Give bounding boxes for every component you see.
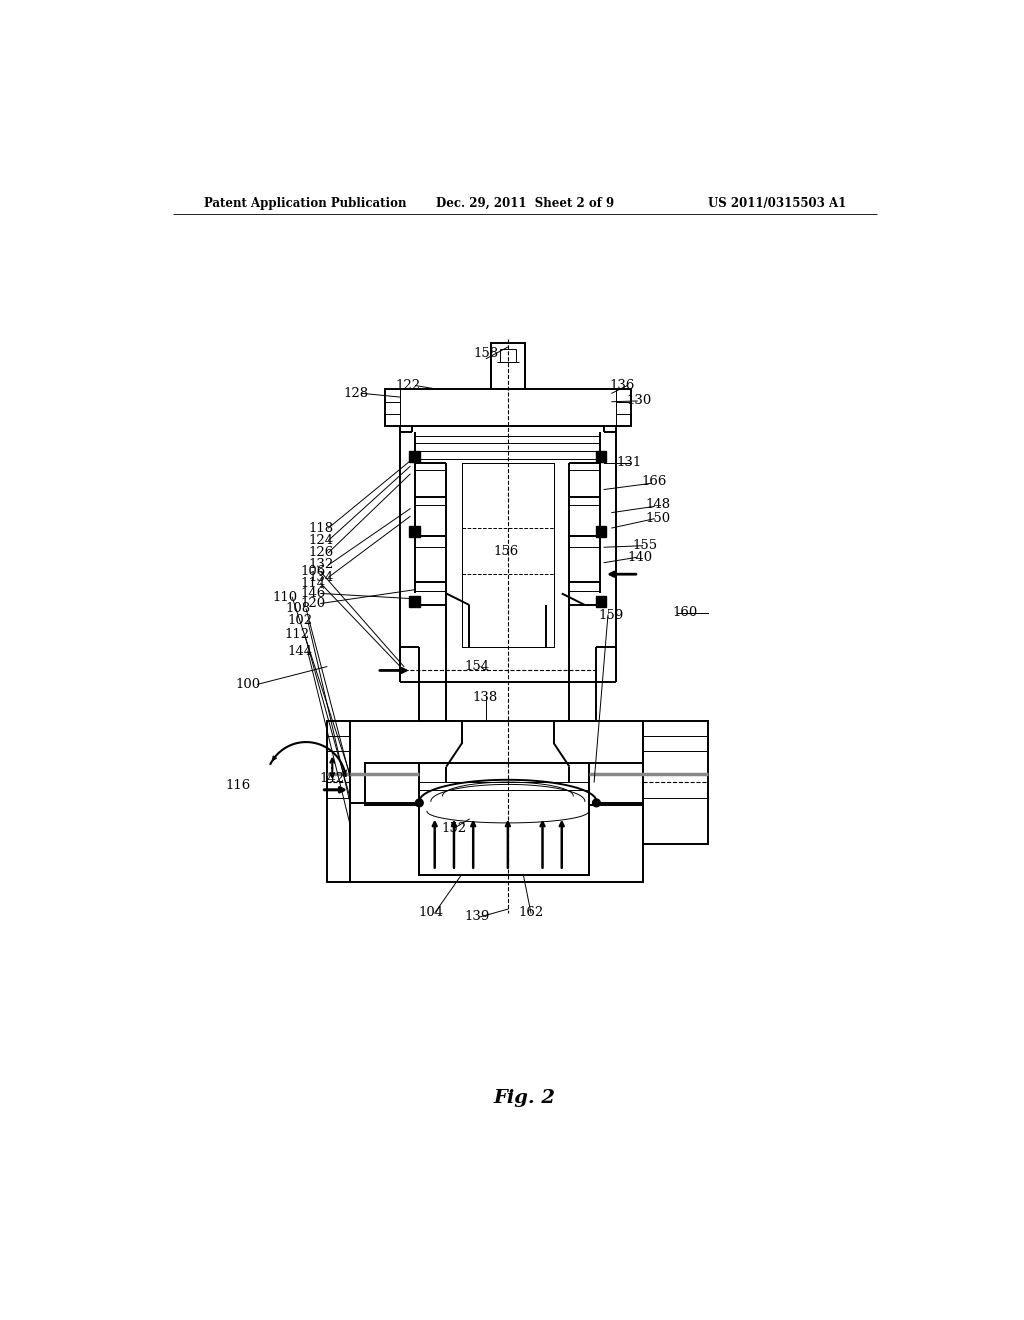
Text: 140: 140	[628, 550, 653, 564]
Bar	[596, 451, 606, 462]
Text: 144: 144	[288, 644, 312, 657]
Bar	[410, 595, 420, 607]
Text: 150: 150	[645, 512, 671, 525]
Text: 132: 132	[308, 558, 334, 572]
Text: 110: 110	[272, 591, 297, 603]
Bar	[462, 462, 554, 647]
Text: 148: 148	[645, 499, 671, 511]
Text: 134: 134	[308, 570, 334, 583]
Text: 104: 104	[418, 907, 443, 920]
Text: 142: 142	[319, 772, 345, 785]
Text: 131: 131	[616, 455, 642, 469]
Text: 108: 108	[286, 602, 311, 615]
Text: 136: 136	[609, 379, 635, 392]
Text: 138: 138	[472, 690, 498, 704]
Bar	[500, 350, 515, 362]
Text: Dec. 29, 2011  Sheet 2 of 9: Dec. 29, 2011 Sheet 2 of 9	[436, 197, 613, 210]
Circle shape	[593, 799, 600, 807]
Text: 139: 139	[464, 911, 489, 924]
Bar	[327, 721, 643, 882]
Bar	[366, 763, 419, 805]
Text: 100: 100	[236, 677, 260, 690]
Text: 130: 130	[626, 395, 651, 408]
Text: 116: 116	[225, 779, 251, 792]
Text: 102: 102	[288, 614, 312, 627]
Text: 126: 126	[308, 546, 334, 560]
Text: 156: 156	[494, 545, 519, 557]
Text: 152: 152	[441, 822, 467, 834]
Text: Fig. 2: Fig. 2	[494, 1089, 556, 1106]
Bar	[385, 389, 631, 426]
Text: 112: 112	[285, 628, 309, 640]
Text: 154: 154	[465, 660, 489, 673]
Text: 159: 159	[598, 609, 624, 622]
Bar	[490, 343, 525, 389]
Text: 160: 160	[673, 606, 697, 619]
Text: 158: 158	[474, 347, 499, 360]
Text: 155: 155	[633, 539, 657, 552]
Text: 162: 162	[518, 907, 544, 920]
Text: 114: 114	[300, 577, 326, 590]
Text: 122: 122	[395, 379, 420, 392]
Bar	[410, 451, 420, 462]
Text: 106: 106	[300, 565, 326, 578]
Text: 120: 120	[300, 597, 326, 610]
Bar	[589, 763, 643, 805]
Text: 146: 146	[300, 587, 326, 601]
Text: 124: 124	[308, 533, 334, 546]
Text: US 2011/0315503 A1: US 2011/0315503 A1	[709, 197, 847, 210]
Bar	[643, 721, 708, 843]
Text: Patent Application Publication: Patent Application Publication	[204, 197, 407, 210]
Text: 128: 128	[344, 387, 369, 400]
Circle shape	[416, 799, 423, 807]
Bar	[419, 763, 589, 874]
Text: 118: 118	[308, 521, 334, 535]
Bar	[596, 595, 606, 607]
Bar	[596, 527, 606, 537]
Text: 166: 166	[641, 475, 667, 488]
Bar	[410, 527, 420, 537]
